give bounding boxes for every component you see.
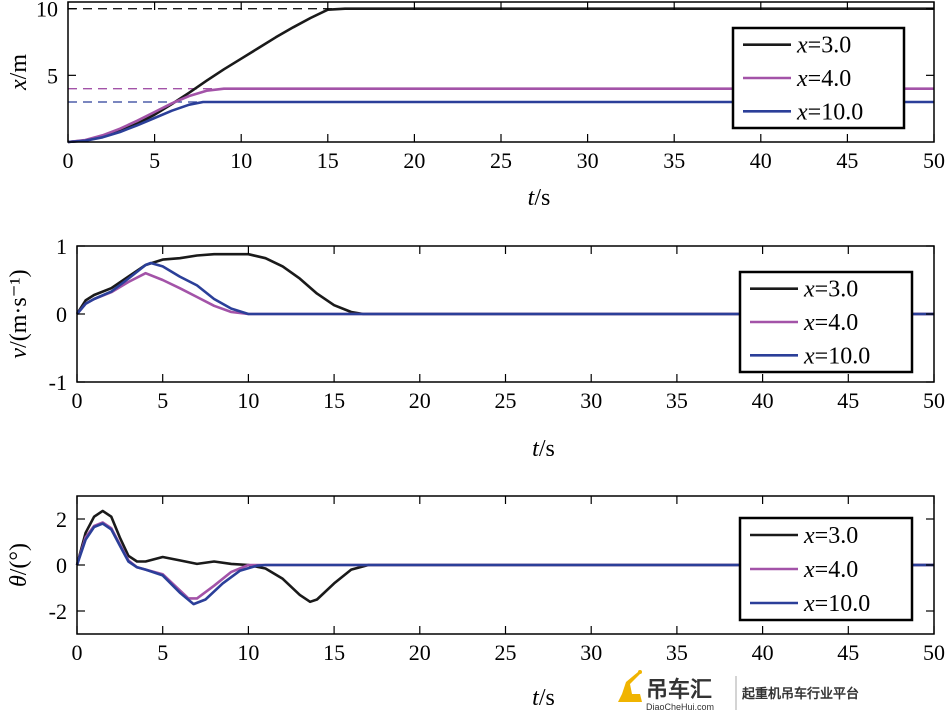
x-tick-label: 0 bbox=[63, 148, 74, 173]
chart-panel-3: 0 5 10 15 20 25 30 35 40 45 50-202t/sθ/(°)x=3.0x=4… bbox=[6, 495, 945, 711]
x-tick-label: 25 bbox=[490, 148, 512, 173]
x-tick-label: 40 bbox=[752, 640, 774, 665]
y-axis-label: x/m bbox=[6, 54, 32, 91]
x-axis-label: t/s bbox=[528, 185, 551, 211]
y-tick-label: -2 bbox=[49, 599, 67, 624]
x-tick-label: 10 bbox=[237, 640, 259, 665]
y-tick-label: 0 bbox=[56, 553, 67, 578]
x-tick-label: 0 bbox=[72, 388, 83, 413]
legend-entry: x=3.0 bbox=[803, 523, 858, 549]
x-tick-label: 35 bbox=[663, 148, 685, 173]
x-tick-label: 30 bbox=[577, 148, 599, 173]
x-tick-label: 50 bbox=[923, 640, 945, 665]
series-line-1 bbox=[75, 252, 934, 316]
watermark-slogan: 起重机吊车行业平台 bbox=[741, 686, 859, 701]
legend-entry: x=10.0 bbox=[803, 591, 870, 617]
series-line-2 bbox=[67, 87, 934, 144]
x-tick-label: 15 bbox=[317, 148, 339, 173]
legend: x=3.0 x=4.0 x=10.0 bbox=[731, 26, 906, 130]
legend-entry: x=10.0 bbox=[803, 343, 870, 369]
chart-panel-1: 0 5 10 15 20 25 30 35 40 45 50510t/sx/mx=3.0x=4.0x… bbox=[6, 0, 945, 211]
x-tick-label: 50 bbox=[923, 388, 945, 413]
x-tick-label: 5 bbox=[157, 388, 168, 413]
logo-dot-icon bbox=[638, 670, 642, 674]
y-tick-label: -1 bbox=[49, 370, 67, 395]
y-tick-label: 0 bbox=[56, 302, 67, 327]
series-line-3 bbox=[76, 261, 934, 316]
x-axis-label: t/s bbox=[532, 436, 555, 462]
x-tick-label: 35 bbox=[666, 388, 688, 413]
y-axis-label: v/(m·s⁻¹) bbox=[6, 269, 32, 358]
x-tick-label: 15 bbox=[323, 388, 345, 413]
y-tick-label: 2 bbox=[56, 507, 67, 532]
x-tick-label: 50 bbox=[923, 148, 945, 173]
x-tick-label: 15 bbox=[323, 640, 345, 665]
x-tick-label: 20 bbox=[403, 148, 425, 173]
watermark: 吊车汇 DiaoCheHui.com 起重机吊车行业平台 bbox=[618, 670, 859, 712]
watermark-name: 吊车汇 bbox=[646, 677, 712, 702]
x-tick-label: 5 bbox=[149, 148, 160, 173]
x-tick-label: 5 bbox=[157, 640, 168, 665]
x-tick-label: 20 bbox=[409, 388, 431, 413]
x-tick-label: 45 bbox=[837, 388, 859, 413]
x-tick-label: 45 bbox=[837, 640, 859, 665]
legend-entry: x=4.0 bbox=[796, 66, 851, 92]
crane-logo-icon bbox=[618, 672, 642, 702]
series-line-3 bbox=[67, 100, 934, 144]
watermark-domain: DiaoCheHui.com bbox=[646, 702, 714, 712]
legend-entry: x=3.0 bbox=[796, 33, 851, 59]
x-tick-label: 25 bbox=[495, 640, 517, 665]
legend: x=3.0 x=4.0 x=10.0 bbox=[738, 270, 914, 374]
x-tick-label: 40 bbox=[750, 148, 772, 173]
x-tick-label: 40 bbox=[752, 388, 774, 413]
x-tick-label: 30 bbox=[580, 388, 602, 413]
y-tick-label: 5 bbox=[47, 63, 58, 88]
legend-entry: x=4.0 bbox=[803, 557, 858, 583]
y-tick-label: 10 bbox=[36, 0, 58, 22]
series-line-1 bbox=[75, 509, 934, 604]
x-tick-label: 30 bbox=[580, 640, 602, 665]
x-axis-label: t/s bbox=[532, 685, 555, 711]
x-tick-label: 0 bbox=[72, 640, 83, 665]
legend-entry: x=10.0 bbox=[796, 99, 863, 125]
y-axis-label: θ/(°) bbox=[6, 543, 32, 587]
x-tick-label: 35 bbox=[666, 640, 688, 665]
series-line-3 bbox=[75, 522, 934, 606]
y-tick-label: 1 bbox=[56, 234, 67, 259]
x-tick-label: 20 bbox=[409, 640, 431, 665]
x-tick-label: 10 bbox=[237, 388, 259, 413]
legend: x=3.0 x=4.0 x=10.0 bbox=[738, 516, 914, 622]
x-tick-label: 25 bbox=[495, 388, 517, 413]
legend-entry: x=4.0 bbox=[803, 310, 858, 336]
legend-entry: x=3.0 bbox=[803, 277, 858, 303]
x-tick-label: 45 bbox=[836, 148, 858, 173]
x-tick-label: 10 bbox=[230, 148, 252, 173]
